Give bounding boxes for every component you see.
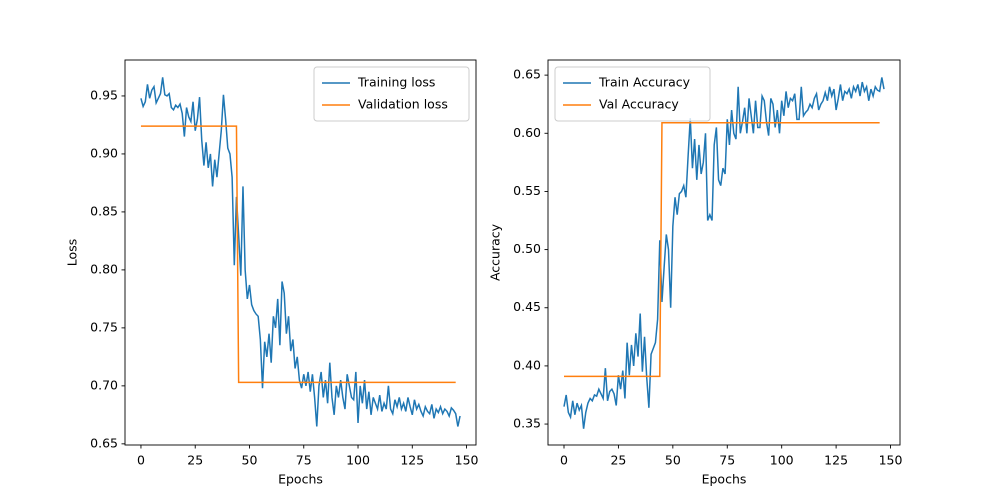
subplot: 0 25 50 75 100 125 150 0.65 0.70 0.75 0.80 0.85 0.90… xyxy=(65,59,479,487)
axes-frame xyxy=(547,59,901,446)
line-series xyxy=(563,77,885,429)
y-tick-label: 0.70 xyxy=(90,377,118,392)
y-tick-label: 0.75 xyxy=(90,319,118,334)
line-series xyxy=(564,122,880,378)
x-tick-label: 0 xyxy=(137,453,145,468)
legend-frame xyxy=(554,66,711,122)
x-tick-label: 0 xyxy=(560,453,568,468)
y-tick-label: 0.95 xyxy=(90,87,118,102)
x-tick-label: 150 xyxy=(879,453,903,468)
y-tick-label: 0.55 xyxy=(513,183,541,198)
axes-frame xyxy=(124,59,477,446)
x-tick-label: 25 xyxy=(187,453,203,468)
legend-label: Val Accuracy xyxy=(599,97,679,112)
y-tick-label: 0.60 xyxy=(513,125,541,140)
y-axis-label: Accuracy xyxy=(488,223,503,281)
line-series xyxy=(140,125,456,384)
x-tick-label: 75 xyxy=(719,453,735,468)
legend-label: Validation loss xyxy=(358,97,448,112)
x-tick-label: 125 xyxy=(400,453,424,468)
y-tick-label: 0.80 xyxy=(90,261,118,276)
legend-frame xyxy=(313,66,470,122)
x-tick-label: 25 xyxy=(610,453,626,468)
x-tick-label: 100 xyxy=(770,453,794,468)
y-tick-label: 0.40 xyxy=(513,357,541,372)
x-tick-label: 100 xyxy=(346,453,370,468)
y-tick-label: 0.85 xyxy=(90,203,118,218)
y-tick-label: 0.50 xyxy=(513,241,541,256)
x-tick-label: 150 xyxy=(455,453,479,468)
line-series xyxy=(140,77,461,427)
x-axis-label: Epochs xyxy=(278,472,323,487)
y-tick-label: 0.65 xyxy=(513,67,541,82)
y-axis-label: Loss xyxy=(65,239,80,266)
x-tick-label: 50 xyxy=(242,453,258,468)
y-tick-label: 0.65 xyxy=(90,435,118,450)
legend: Train Accuracy Val Accuracy xyxy=(554,66,711,122)
subplot: 0 25 50 75 100 125 150 0.35 0.40 0.45 0.50 0.55 0.60… xyxy=(488,59,903,487)
x-tick-label: 50 xyxy=(665,453,681,468)
y-tick-label: 0.35 xyxy=(513,416,541,431)
x-tick-label: 75 xyxy=(296,453,312,468)
legend: Training loss Validation loss xyxy=(313,66,470,122)
legend-label: Train Accuracy xyxy=(598,75,691,90)
x-axis-label: Epochs xyxy=(702,472,747,487)
x-tick-label: 125 xyxy=(824,453,848,468)
legend-label: Training loss xyxy=(357,75,435,90)
y-tick-label: 0.90 xyxy=(90,145,118,160)
y-tick-label: 0.45 xyxy=(513,299,541,314)
